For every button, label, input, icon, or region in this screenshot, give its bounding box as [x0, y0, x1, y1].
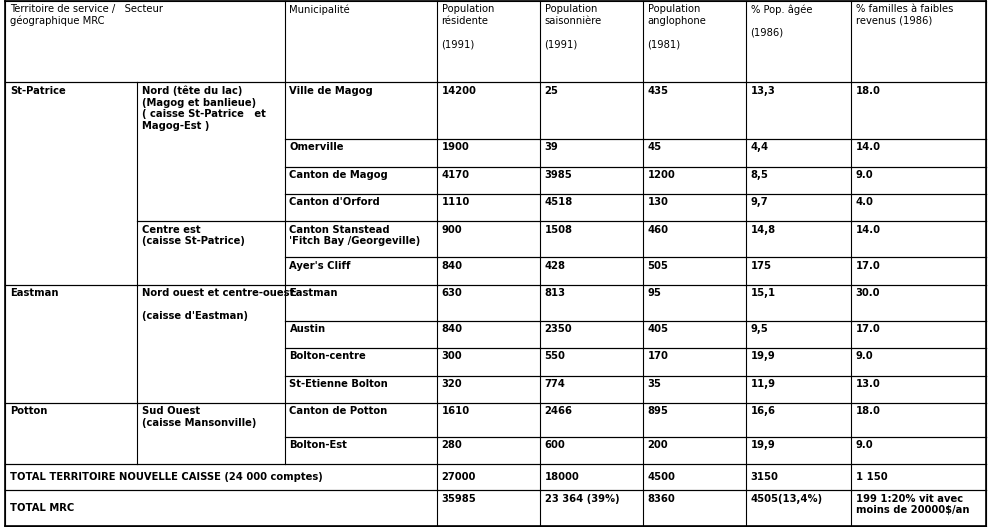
Text: Eastman: Eastman	[10, 288, 58, 298]
Text: 1610: 1610	[442, 406, 469, 416]
Text: 17.0: 17.0	[856, 260, 880, 270]
Text: 3150: 3150	[751, 473, 779, 483]
Text: 4500: 4500	[647, 473, 676, 483]
Text: 14,8: 14,8	[751, 225, 776, 235]
Text: Canton Stanstead
'Fitch Bay /Georgeville): Canton Stanstead 'Fitch Bay /Georgeville…	[289, 225, 421, 246]
Text: 35: 35	[647, 379, 661, 389]
Text: 30.0: 30.0	[856, 288, 880, 298]
Text: TOTAL MRC: TOTAL MRC	[10, 503, 74, 513]
Text: 1 150: 1 150	[856, 473, 887, 483]
Text: 2466: 2466	[544, 406, 572, 416]
Text: 19,9: 19,9	[751, 440, 776, 450]
Text: 600: 600	[544, 440, 565, 450]
Text: 774: 774	[544, 379, 565, 389]
Text: St-Etienne Bolton: St-Etienne Bolton	[289, 379, 388, 389]
Text: Population
saisonnière

(1991): Population saisonnière (1991)	[544, 4, 602, 49]
Text: Population
anglophone

(1981): Population anglophone (1981)	[647, 4, 706, 49]
Text: 39: 39	[544, 142, 558, 152]
Text: 4518: 4518	[544, 197, 573, 207]
Text: TOTAL TERRITOIRE NOUVELLE CAISSE (24 000 comptes): TOTAL TERRITOIRE NOUVELLE CAISSE (24 000…	[10, 473, 323, 483]
Text: 14.0: 14.0	[856, 225, 880, 235]
Text: Population
résidente

(1991): Population résidente (1991)	[442, 4, 494, 49]
Text: Nord (tête du lac)
(Magog et banlieue)
( caisse St-Patrice   et
Magog-Est ): Nord (tête du lac) (Magog et banlieue) (…	[142, 85, 266, 131]
Text: 300: 300	[442, 352, 462, 362]
Text: 19,9: 19,9	[751, 352, 776, 362]
Text: 95: 95	[647, 288, 661, 298]
Text: Canton d'Orford: Canton d'Orford	[289, 197, 380, 207]
Text: % Pop. âgée

(1986): % Pop. âgée (1986)	[751, 4, 812, 38]
Text: 4505(13,4%): 4505(13,4%)	[751, 494, 823, 504]
Text: 280: 280	[442, 440, 462, 450]
Text: 550: 550	[544, 352, 565, 362]
Text: Canton de Magog: Canton de Magog	[289, 170, 388, 180]
Text: 4.0: 4.0	[856, 197, 873, 207]
Text: 130: 130	[647, 197, 669, 207]
Text: 27000: 27000	[442, 473, 476, 483]
Text: 16,6: 16,6	[751, 406, 776, 416]
Text: 175: 175	[751, 260, 772, 270]
Text: 14.0: 14.0	[856, 142, 880, 152]
Text: Municipalité: Municipalité	[289, 4, 350, 15]
Text: 8360: 8360	[647, 494, 676, 504]
Text: 18.0: 18.0	[856, 85, 880, 95]
Text: 428: 428	[544, 260, 565, 270]
Text: 8,5: 8,5	[751, 170, 769, 180]
Text: 9.0: 9.0	[856, 352, 873, 362]
Text: % familles à faibles
revenus (1986): % familles à faibles revenus (1986)	[856, 4, 952, 26]
Text: 2350: 2350	[544, 324, 572, 334]
Text: Nord ouest et centre-ouest

(caisse d'Eastman): Nord ouest et centre-ouest (caisse d'Eas…	[142, 288, 294, 321]
Text: Sud Ouest
(caisse Mansonville): Sud Ouest (caisse Mansonville)	[142, 406, 257, 428]
Text: 9.0: 9.0	[856, 440, 873, 450]
Text: 11,9: 11,9	[751, 379, 776, 389]
Text: Ville de Magog: Ville de Magog	[289, 85, 373, 95]
Text: 435: 435	[647, 85, 669, 95]
Text: 14200: 14200	[442, 85, 476, 95]
Text: 9,5: 9,5	[751, 324, 769, 334]
Text: 1900: 1900	[442, 142, 469, 152]
Text: 200: 200	[647, 440, 668, 450]
Text: 320: 320	[442, 379, 462, 389]
Text: Canton de Potton: Canton de Potton	[289, 406, 387, 416]
Text: 505: 505	[647, 260, 669, 270]
Text: 17.0: 17.0	[856, 324, 880, 334]
Text: 405: 405	[647, 324, 669, 334]
Text: St-Patrice: St-Patrice	[10, 85, 65, 95]
Text: 35985: 35985	[442, 494, 476, 504]
Text: 460: 460	[647, 225, 669, 235]
Text: 630: 630	[442, 288, 462, 298]
Text: 45: 45	[647, 142, 662, 152]
Text: 18000: 18000	[544, 473, 579, 483]
Text: 9.0: 9.0	[856, 170, 873, 180]
Text: 13.0: 13.0	[856, 379, 880, 389]
Text: 895: 895	[647, 406, 669, 416]
Text: 1508: 1508	[544, 225, 572, 235]
Text: 3985: 3985	[544, 170, 572, 180]
Text: 15,1: 15,1	[751, 288, 776, 298]
Text: 25: 25	[544, 85, 558, 95]
Text: 18.0: 18.0	[856, 406, 880, 416]
Text: Territoire de service /   Secteur
géographique MRC: Territoire de service / Secteur géograph…	[10, 4, 163, 26]
Text: Bolton-Est: Bolton-Est	[289, 440, 348, 450]
Text: Potton: Potton	[10, 406, 47, 416]
Text: 1200: 1200	[647, 170, 676, 180]
Text: 4170: 4170	[442, 170, 469, 180]
Text: Austin: Austin	[289, 324, 326, 334]
Text: Omerville: Omerville	[289, 142, 344, 152]
Text: 9,7: 9,7	[751, 197, 769, 207]
Text: 13,3: 13,3	[751, 85, 776, 95]
Text: 840: 840	[442, 324, 462, 334]
Text: 170: 170	[647, 352, 669, 362]
Text: Eastman: Eastman	[289, 288, 338, 298]
Text: 813: 813	[544, 288, 565, 298]
Text: 900: 900	[442, 225, 462, 235]
Text: 199 1:20% vit avec
moins de 20000$/an: 199 1:20% vit avec moins de 20000$/an	[856, 494, 969, 515]
Text: 840: 840	[442, 260, 462, 270]
Text: 1110: 1110	[442, 197, 469, 207]
Text: Centre est
(caisse St-Patrice): Centre est (caisse St-Patrice)	[142, 225, 245, 246]
Text: 23 364 (39%): 23 364 (39%)	[544, 494, 619, 504]
Text: 4,4: 4,4	[751, 142, 769, 152]
Text: Ayer's Cliff: Ayer's Cliff	[289, 260, 351, 270]
Text: Bolton-centre: Bolton-centre	[289, 352, 367, 362]
